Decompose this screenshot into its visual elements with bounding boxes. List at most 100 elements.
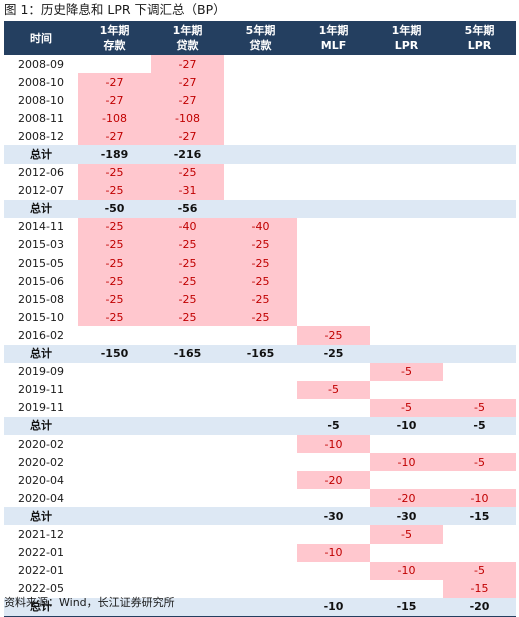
- value-cell: [297, 145, 370, 164]
- value-cell: -27: [78, 91, 151, 110]
- value-cell: [78, 471, 151, 489]
- column-header-line2: LPR: [467, 39, 492, 52]
- value-cell: -50: [78, 199, 151, 218]
- value-cell: [224, 399, 297, 417]
- value-cell: -25: [151, 308, 224, 327]
- value-cell: [370, 435, 443, 453]
- value-cell: -10: [297, 597, 370, 617]
- value-cell: [224, 91, 297, 109]
- value-cell: [151, 597, 224, 617]
- value-cell: [370, 308, 443, 326]
- column-header-line1: 1年期: [318, 24, 349, 37]
- date-cell: 2008-09: [18, 57, 64, 71]
- value-cell: -5: [443, 416, 516, 435]
- value-cell: -27: [151, 55, 224, 74]
- table-row: 2021-12 -5: [4, 525, 516, 544]
- value-cell: [224, 489, 297, 507]
- value-cell: [443, 308, 516, 326]
- value-cell: [224, 580, 297, 598]
- date-cell: 2015-06: [18, 274, 64, 288]
- table-row: 2015-10 -25 -25 -25: [4, 308, 516, 327]
- value-cell: -25: [78, 254, 151, 273]
- figure-title: 图 1：历史降息和 LPR 下调汇总（BP）: [4, 2, 226, 17]
- value-cell: [443, 127, 516, 145]
- value-cell: [443, 199, 516, 218]
- table-total-row: 总计 -189 -216: [4, 145, 516, 164]
- value-cell: -5: [443, 561, 516, 580]
- value-cell: [151, 399, 224, 417]
- value-cell: -108: [78, 109, 151, 128]
- value-cell: [297, 489, 370, 507]
- table-row: 2019-09 -5: [4, 362, 516, 381]
- table-header-row: 时间 1年期 存款 1年期 贷款 5年期 贷款 1年期 MLF 1年期 LPR: [4, 21, 516, 55]
- column-header-1y-loan: 1年期 贷款: [151, 21, 224, 55]
- value-cell: -30: [297, 507, 370, 526]
- value-cell: [224, 381, 297, 399]
- value-cell: -10: [370, 561, 443, 580]
- value-cell: [443, 91, 516, 109]
- value-cell: [224, 525, 297, 543]
- value-cell: -25: [297, 326, 370, 345]
- table-total-row: 总计 -150 -165 -165 -25: [4, 344, 516, 363]
- value-cell: [224, 182, 297, 200]
- table-total-row: 总计 -50 -56: [4, 199, 516, 218]
- date-cell: 2021-12: [18, 527, 64, 541]
- value-cell: [443, 109, 516, 127]
- value-cell: [151, 562, 224, 580]
- value-cell: [151, 381, 224, 399]
- value-cell: [78, 381, 151, 399]
- table-row: 2008-11 -108 -108: [4, 109, 516, 128]
- value-cell: [297, 363, 370, 381]
- value-cell: -27: [78, 127, 151, 146]
- value-cell: [78, 562, 151, 580]
- value-cell: [297, 308, 370, 326]
- value-cell: [224, 435, 297, 453]
- table-total-row: 总计 -10 -15 -20: [4, 597, 516, 617]
- value-cell: [224, 416, 297, 435]
- value-cell: -10: [443, 489, 516, 508]
- value-cell: -25: [78, 217, 151, 236]
- total-label-cell: 总计: [4, 416, 78, 435]
- value-cell: -25: [224, 308, 297, 327]
- value-cell: -15: [443, 579, 516, 598]
- table-row: 2008-10 -27 -27: [4, 73, 516, 92]
- column-header-line2: MLF: [320, 39, 347, 52]
- total-label-cell: 总计: [4, 507, 78, 526]
- value-cell: [297, 127, 370, 145]
- value-cell: -25: [151, 235, 224, 255]
- column-header-5y-lpr: 5年期 LPR: [443, 21, 516, 55]
- table-row: 2020-02 -10 -5: [4, 453, 516, 472]
- value-cell: -10: [297, 434, 370, 454]
- value-cell: [297, 164, 370, 182]
- column-header-line1: 5年期: [245, 24, 276, 37]
- value-cell: [224, 127, 297, 145]
- value-cell: [370, 91, 443, 109]
- value-cell: [443, 164, 516, 182]
- value-cell: -56: [151, 199, 224, 218]
- date-cell: 2022-05: [18, 582, 64, 596]
- value-cell: -15: [443, 507, 516, 526]
- value-cell: [297, 453, 370, 471]
- value-cell: [151, 416, 224, 435]
- table-row: 2016-02 -25: [4, 326, 516, 345]
- column-header-line2: 贷款: [176, 39, 199, 52]
- value-cell: [443, 254, 516, 272]
- table-total-row: 总计 -5 -10 -5: [4, 416, 516, 435]
- value-cell: -25: [151, 272, 224, 291]
- value-cell: [443, 272, 516, 290]
- column-header-line1: 1年期: [391, 24, 422, 37]
- table-row: 2008-10 -27 -27: [4, 91, 516, 110]
- value-cell: [297, 182, 370, 200]
- value-cell: [78, 597, 151, 617]
- table-row: 2015-08 -25 -25 -25: [4, 290, 516, 309]
- value-cell: [78, 507, 151, 526]
- value-cell: [370, 127, 443, 145]
- value-cell: [443, 435, 516, 453]
- value-cell: [224, 562, 297, 580]
- value-cell: [224, 73, 297, 91]
- date-cell: 2012-07: [18, 184, 64, 198]
- total-label-cell: 总计: [4, 145, 78, 164]
- value-cell: [443, 218, 516, 236]
- value-cell: [224, 597, 297, 617]
- value-cell: [151, 435, 224, 453]
